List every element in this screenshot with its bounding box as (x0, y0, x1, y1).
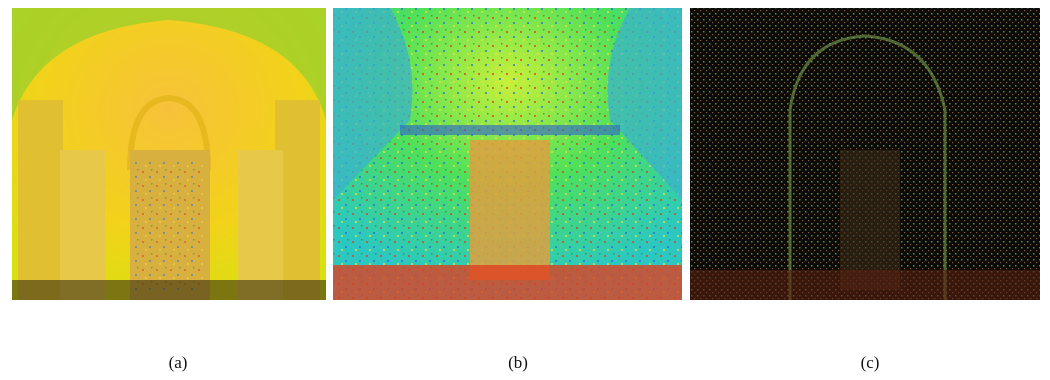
image-c (690, 8, 1040, 300)
image-b (333, 8, 682, 300)
page: (a) (b) (c) (() => { const data = JSON.p… (0, 0, 1050, 380)
image-a (12, 0, 326, 300)
caption: (b) (508, 353, 528, 372)
figure: (a) (b) (c) (0, 0, 1050, 380)
caption: (c) (861, 353, 880, 372)
caption: (a) (169, 353, 188, 372)
